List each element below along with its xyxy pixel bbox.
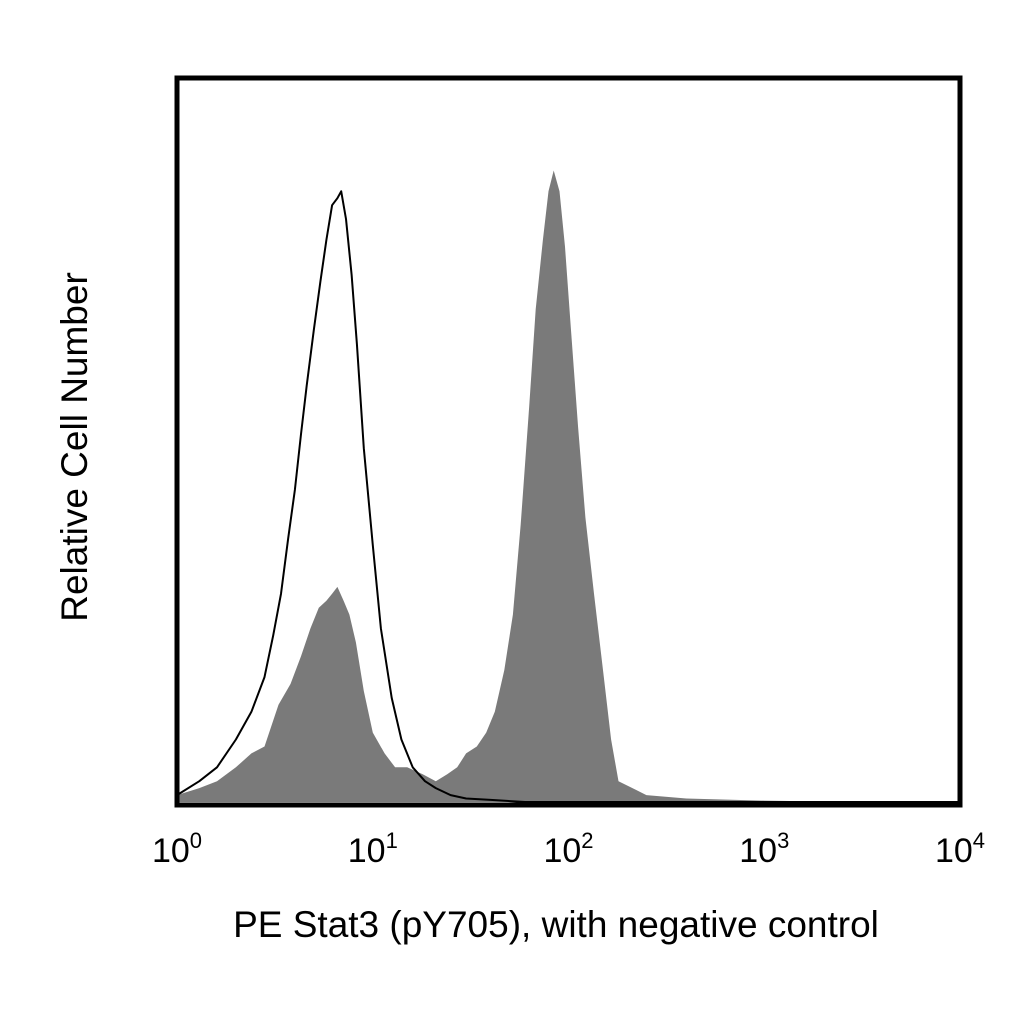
x-tick-label: 101 — [348, 828, 398, 870]
tick-base: 10 — [739, 832, 777, 870]
tick-base: 10 — [152, 832, 190, 870]
tick-exponent: 3 — [777, 828, 789, 853]
x-axis-label: PE Stat3 (pY705), with negative control — [233, 904, 879, 945]
tick-exponent: 2 — [581, 828, 593, 853]
x-tick-label: 103 — [739, 828, 789, 870]
x-tick-labels: 100 101 102 103 104 — [152, 828, 985, 870]
plot-frame — [174, 75, 963, 808]
stained-histogram-fill — [177, 170, 960, 802]
negative-control-histogram-line — [176, 190, 960, 803]
x-tick-label: 102 — [543, 828, 593, 870]
tick-exponent: 0 — [190, 828, 202, 853]
x-tick-label: 104 — [935, 828, 985, 870]
tick-base: 10 — [935, 832, 973, 870]
tick-base: 10 — [543, 832, 581, 870]
series-layer — [176, 170, 960, 803]
tick-exponent: 1 — [386, 828, 398, 853]
y-axis-label: Relative Cell Number — [54, 272, 95, 622]
x-tick-label: 100 — [152, 828, 202, 870]
tick-base: 10 — [348, 832, 386, 870]
tick-exponent: 4 — [973, 828, 985, 853]
